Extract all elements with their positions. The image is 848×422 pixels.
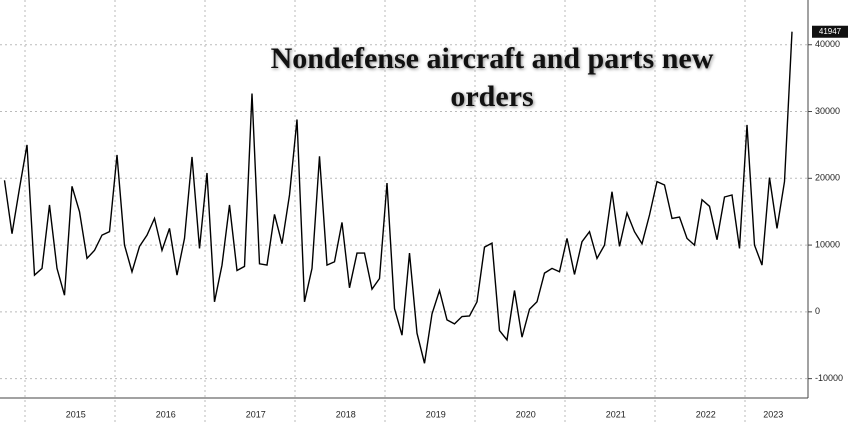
x-tick-label: 2023 <box>763 409 783 419</box>
last-value-box <box>812 25 848 38</box>
chart-title: Nondefense aircraft and parts new orders <box>270 42 714 113</box>
last-value-label: 41947 <box>819 27 842 36</box>
x-tick-label: 2017 <box>246 409 266 419</box>
x-tick-label: 2021 <box>606 409 626 419</box>
x-tick-label: 2020 <box>516 409 536 419</box>
y-tick-label: 40000 <box>815 39 840 49</box>
x-tick-label: 2022 <box>696 409 716 419</box>
y-tick-label: 0 <box>815 306 820 316</box>
x-tick-label: 2018 <box>336 409 356 419</box>
x-tick-label: 2015 <box>66 409 86 419</box>
y-tick-label: 20000 <box>815 173 840 183</box>
x-tick-label: 2016 <box>156 409 176 419</box>
x-tick-label: 2019 <box>426 409 446 419</box>
series-line <box>3 31 793 364</box>
y-tick-label: -10000 <box>815 373 843 383</box>
y-tick-label: 30000 <box>815 106 840 116</box>
y-tick-label: 10000 <box>815 239 840 249</box>
